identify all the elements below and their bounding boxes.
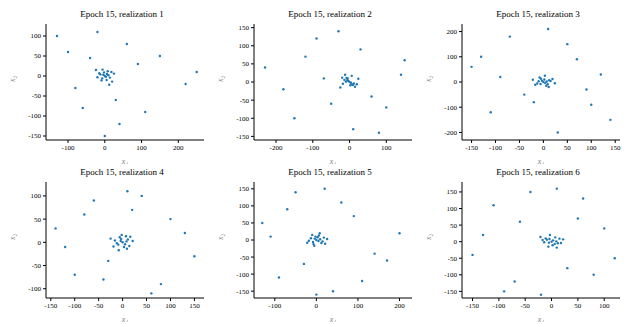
- svg-text:-100: -100: [28, 285, 41, 293]
- svg-text:-100: -100: [236, 271, 249, 279]
- html-text:Epoch 15, realization 1: Epoch 15, realization 1: [80, 9, 164, 19]
- svg-text:0: 0: [246, 78, 250, 86]
- svg-text:-100: -100: [28, 112, 41, 120]
- svg-text:-100: -100: [68, 302, 81, 310]
- svg-text:150: 150: [239, 24, 250, 32]
- svg-text:0: 0: [103, 144, 107, 152]
- svg-text:100: 100: [239, 202, 250, 210]
- svg-text:-150: -150: [28, 132, 41, 140]
- svg-text:x₂: x₂: [216, 233, 225, 241]
- svg-text:-50: -50: [515, 144, 525, 152]
- svg-text:100: 100: [31, 32, 42, 40]
- html-text:Epoch 15, realization 4: Epoch 15, realization 4: [80, 167, 164, 177]
- svg-text:-100: -100: [236, 115, 249, 123]
- svg-text:0: 0: [246, 236, 250, 244]
- svg-text:150: 150: [189, 302, 200, 310]
- svg-text:100: 100: [31, 192, 42, 200]
- svg-text:-150: -150: [236, 133, 249, 141]
- svg-text:100: 100: [447, 205, 458, 213]
- svg-text:-150: -150: [44, 302, 57, 310]
- svg-text:150: 150: [610, 144, 621, 152]
- svg-text:-100: -100: [492, 302, 505, 310]
- svg-text:-50: -50: [521, 302, 531, 310]
- svg-text:-100: -100: [444, 104, 457, 112]
- svg-text:50: 50: [564, 144, 572, 152]
- svg-text:-150: -150: [465, 144, 478, 152]
- svg-text:100: 100: [353, 302, 364, 310]
- svg-text:-150: -150: [236, 288, 249, 296]
- svg-text:-50: -50: [240, 97, 250, 105]
- svg-text:0: 0: [550, 302, 554, 310]
- svg-text:-50: -50: [32, 262, 42, 270]
- svg-text:-50: -50: [240, 254, 250, 262]
- svg-text:50: 50: [143, 302, 151, 310]
- svg-text:x₂: x₂: [8, 75, 17, 83]
- svg-text:100: 100: [136, 144, 147, 152]
- svg-text:0: 0: [121, 302, 125, 310]
- svg-text:0: 0: [348, 144, 352, 152]
- svg-text:0: 0: [315, 302, 319, 310]
- svg-text:100: 100: [165, 302, 176, 310]
- svg-text:-200: -200: [444, 129, 457, 137]
- svg-text:0: 0: [454, 238, 458, 246]
- svg-text:-50: -50: [32, 92, 42, 100]
- svg-text:100: 100: [586, 144, 597, 152]
- svg-text:x₂: x₂: [8, 233, 17, 241]
- svg-text:0: 0: [38, 239, 42, 247]
- svg-text:200: 200: [394, 302, 405, 310]
- svg-text:150: 150: [239, 185, 250, 193]
- svg-text:-50: -50: [94, 302, 104, 310]
- svg-text:100: 100: [239, 42, 250, 50]
- svg-text:x₁: x₁: [121, 315, 129, 322]
- svg-text:x₁: x₁: [537, 315, 545, 322]
- html-text:Epoch 15, realization 2: Epoch 15, realization 2: [288, 9, 372, 19]
- svg-text:0: 0: [542, 144, 546, 152]
- svg-text:x₂: x₂: [216, 75, 225, 83]
- svg-text:-50: -50: [448, 255, 458, 263]
- svg-text:x₂: x₂: [424, 75, 433, 83]
- svg-text:x₁: x₁: [329, 157, 337, 164]
- html-text:Epoch 15, realization 3: Epoch 15, realization 3: [496, 9, 580, 19]
- svg-text:50: 50: [242, 219, 250, 227]
- svg-text:50: 50: [242, 60, 250, 68]
- svg-text:x₁: x₁: [537, 157, 545, 164]
- svg-text:200: 200: [173, 144, 184, 152]
- svg-text:50: 50: [450, 222, 458, 230]
- svg-text:150: 150: [447, 188, 458, 196]
- svg-text:-100: -100: [444, 271, 457, 279]
- svg-text:0: 0: [454, 78, 458, 86]
- svg-text:-100: -100: [62, 144, 75, 152]
- svg-text:100: 100: [381, 144, 392, 152]
- svg-text:100: 100: [447, 53, 458, 61]
- svg-text:-200: -200: [270, 144, 283, 152]
- svg-text:50: 50: [34, 52, 42, 60]
- svg-text:100: 100: [599, 302, 610, 310]
- svg-text:-150: -150: [466, 302, 479, 310]
- html-text:Epoch 15, realization 6: Epoch 15, realization 6: [496, 167, 580, 177]
- svg-text:-100: -100: [268, 302, 281, 310]
- svg-text:200: 200: [447, 28, 458, 36]
- svg-text:0: 0: [38, 72, 42, 80]
- svg-text:x₁: x₁: [121, 157, 129, 164]
- html-text:Epoch 15, realization 5: Epoch 15, realization 5: [288, 167, 372, 177]
- svg-text:50: 50: [574, 302, 582, 310]
- svg-text:x₂: x₂: [424, 233, 433, 241]
- svg-text:-100: -100: [489, 144, 502, 152]
- svg-text:50: 50: [34, 216, 42, 224]
- svg-text:-100: -100: [306, 144, 319, 152]
- svg-text:x₁: x₁: [329, 315, 337, 322]
- svg-text:-150: -150: [444, 288, 457, 296]
